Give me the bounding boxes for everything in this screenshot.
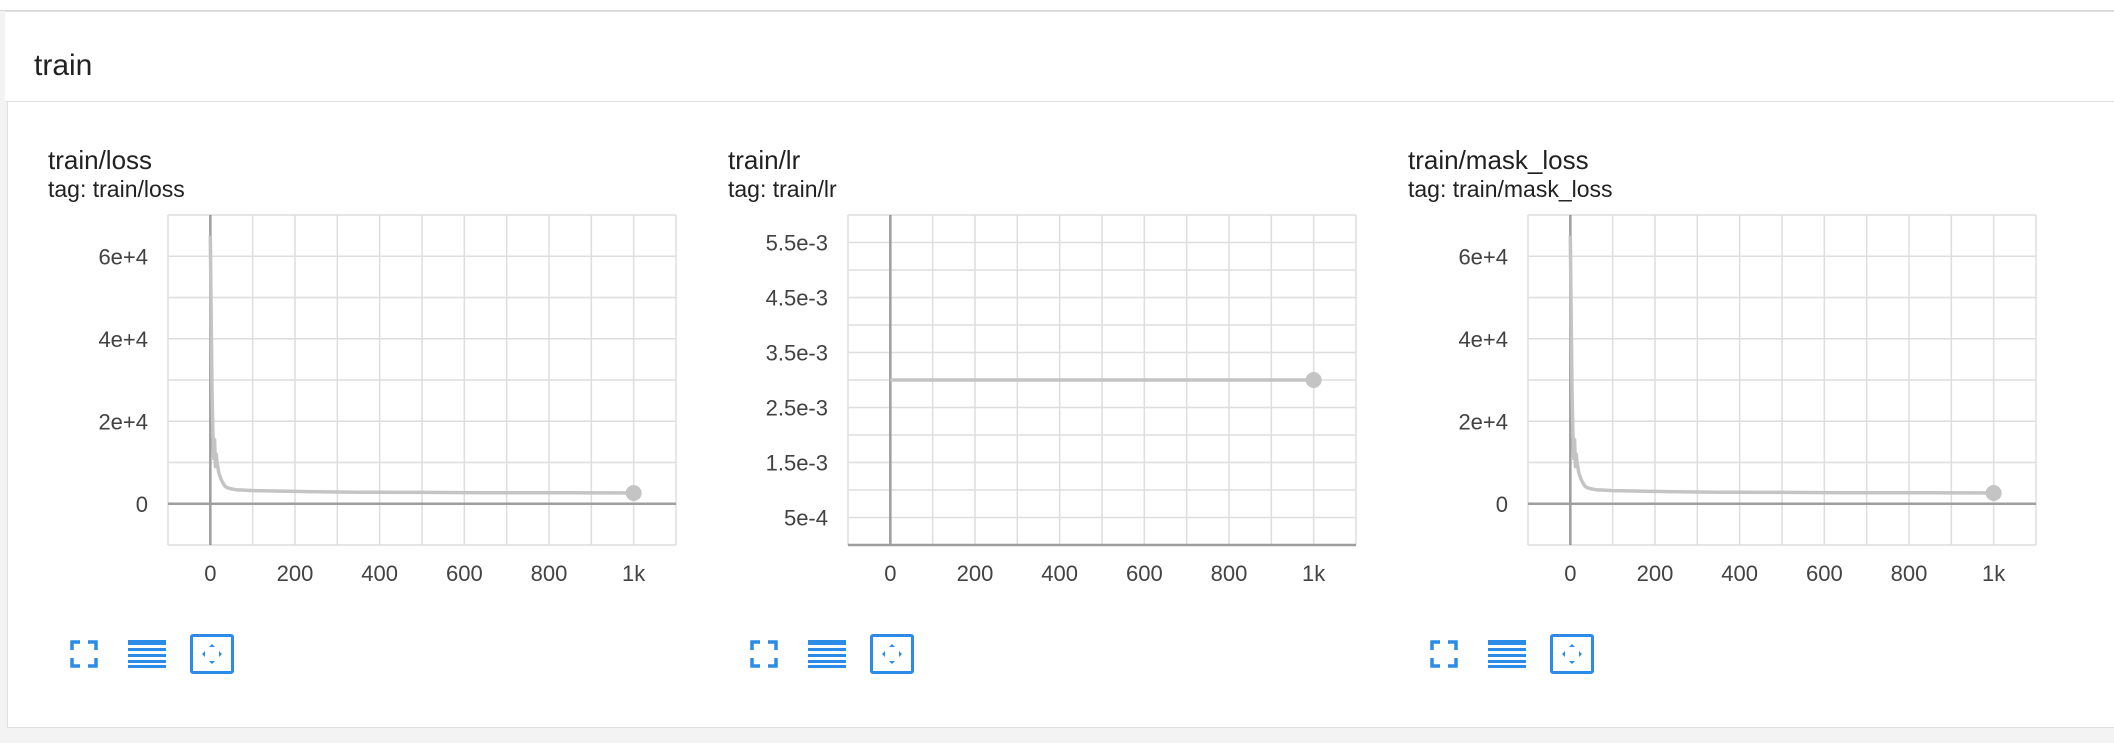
group-title: train (34, 49, 93, 82)
scalar-card-loss: train/loss tag: train/loss 0 200 400 600 800… (8, 102, 678, 727)
x-tick-label: 0 (884, 561, 896, 586)
x-tick-label: 400 (361, 561, 398, 586)
y-tick-label: 5.5e-3 (766, 231, 828, 256)
series-line (1568, 235, 1994, 495)
x-tick-label: 1k (1302, 561, 1326, 586)
card-title: train/lr (728, 145, 801, 175)
fit-domain-icon[interactable] (190, 634, 234, 674)
data-table-icon[interactable] (1487, 634, 1527, 674)
fit-domain-icon[interactable] (1550, 634, 1594, 674)
card-title: train/loss (48, 145, 153, 175)
series-end-point (1985, 485, 2002, 502)
x-tick-label: 200 (277, 561, 314, 586)
group-header[interactable]: train (5, 11, 2114, 102)
y-tick-label: 4e+4 (98, 327, 148, 352)
chart-plot[interactable]: 0 200 400 600 800 1k 5e-4 1.5e-3 2.5e-3 3.5e-3 4.5… (688, 207, 1358, 627)
x-tick-label: 600 (1806, 561, 1843, 586)
card-title: train/mask_loss (1408, 145, 1589, 175)
x-tick-label: 800 (531, 561, 568, 586)
y-tick-label: 2.5e-3 (766, 396, 828, 421)
y-tick-label: 2e+4 (98, 409, 148, 434)
series-end-point (1305, 372, 1322, 388)
series-end-point (625, 485, 642, 502)
x-tick-label: 1k (1982, 561, 2006, 586)
plot-area: 0 200 400 600 800 1k 5e-4 1.5e-3 2.5e-3 3.5e-3 4.5… (766, 214, 1357, 586)
x-tick-label: 1k (622, 561, 646, 586)
y-tick-label: 6e+4 (98, 244, 148, 269)
fullscreen-icon[interactable] (1424, 634, 1464, 674)
y-tick-label: 6e+4 (1458, 244, 1508, 269)
fit-domain-icon[interactable] (870, 634, 914, 674)
scalar-card-mask-loss: train/mask_loss tag: train/mask_loss 0 20… (1368, 102, 2038, 727)
y-tick-label: 4e+4 (1458, 327, 1508, 352)
scalar-cards-container: train/loss tag: train/loss 0 200 400 600 800… (7, 102, 2114, 728)
chart-plot[interactable]: 0 200 400 600 800 1k 0 2e+4 4e+4 6e+4 (1368, 207, 2038, 627)
y-tick-label: 5e-4 (784, 506, 828, 531)
x-tick-label: 0 (204, 561, 216, 586)
y-tick-label: 0 (1496, 492, 1508, 517)
series-line (208, 235, 634, 495)
x-tick-label: 200 (957, 561, 994, 586)
fullscreen-icon[interactable] (744, 634, 784, 674)
data-table-icon[interactable] (807, 634, 847, 674)
x-tick-label: 600 (1126, 561, 1163, 586)
chart-plot[interactable]: 0 200 400 600 800 1k 0 2e+4 4e+4 6e+4 (8, 207, 678, 627)
card-tag: tag: train/loss (48, 176, 185, 202)
y-tick-label: 4.5e-3 (766, 286, 828, 311)
x-tick-label: 0 (1564, 561, 1576, 586)
previous-card-edge (0, 0, 2114, 11)
plot-area: 0 200 400 600 800 1k 0 2e+4 4e+4 6e+4 (1458, 214, 2037, 586)
fullscreen-icon[interactable] (64, 634, 104, 674)
x-tick-label: 200 (1637, 561, 1674, 586)
y-tick-label: 1.5e-3 (766, 451, 828, 476)
card-tag: tag: train/mask_loss (1408, 176, 1613, 202)
x-tick-label: 400 (1721, 561, 1758, 586)
plot-area: 0 200 400 600 800 1k 0 2e+4 4e+4 6e+4 (98, 214, 677, 586)
data-table-icon[interactable] (127, 634, 167, 674)
y-tick-label: 3.5e-3 (766, 341, 828, 366)
y-tick-label: 0 (136, 492, 148, 517)
x-tick-label: 600 (446, 561, 483, 586)
scalar-card-lr: train/lr tag: train/lr 0 200 400 600 800 1k 5e… (688, 102, 1358, 727)
x-tick-label: 400 (1041, 561, 1078, 586)
card-tag: tag: train/lr (728, 176, 837, 202)
x-tick-label: 800 (1891, 561, 1928, 586)
y-tick-label: 2e+4 (1458, 409, 1508, 434)
x-tick-label: 800 (1211, 561, 1248, 586)
